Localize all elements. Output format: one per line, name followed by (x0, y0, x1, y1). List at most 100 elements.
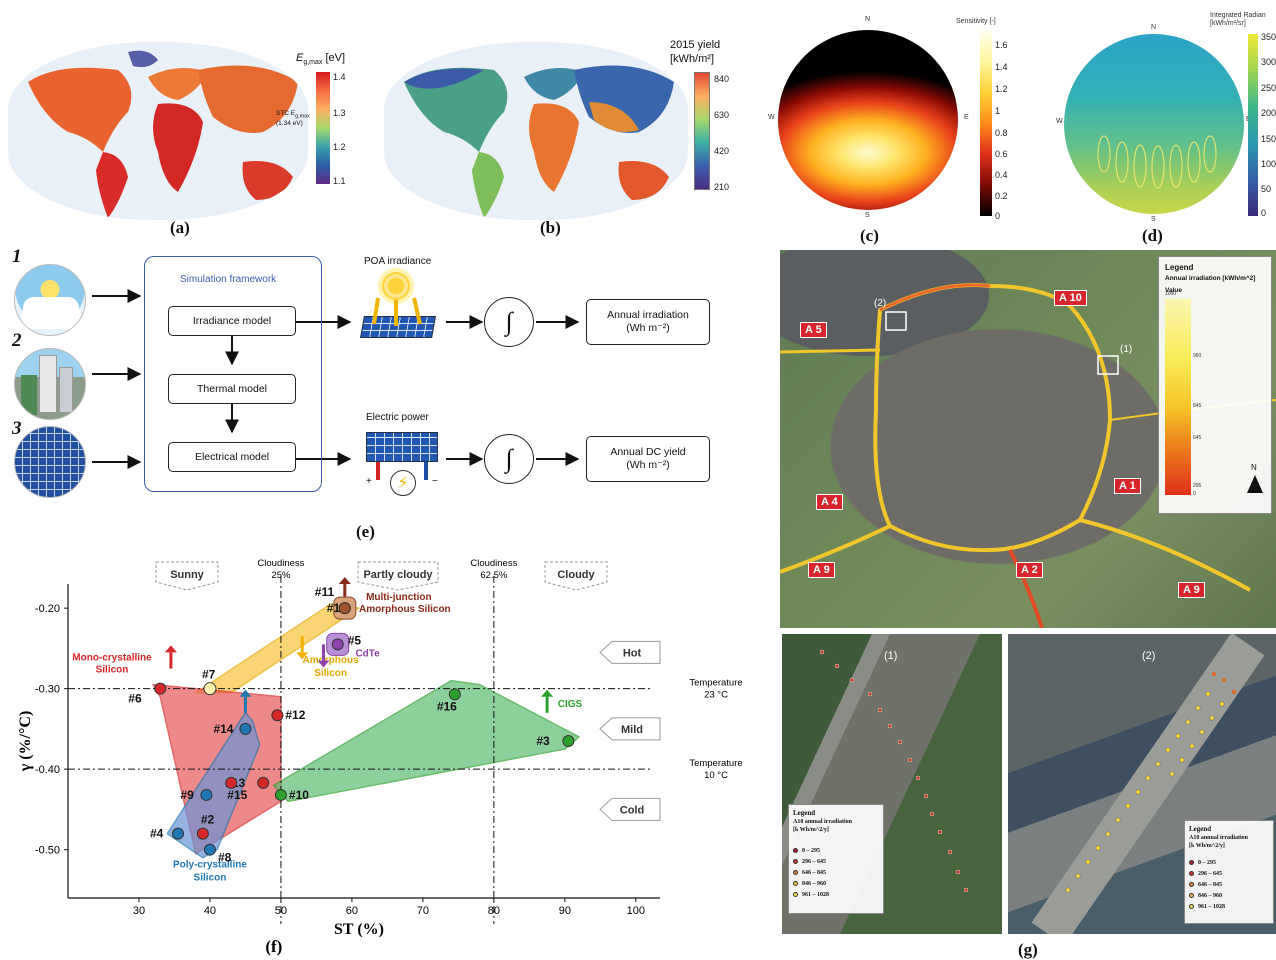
cbar-c-tick: 1.4 (995, 62, 1008, 72)
y-axis-label: γ (%/°C) (17, 711, 34, 773)
cbar-c-tick: 0 (995, 211, 1001, 221)
road-label-a5: A 5 (800, 322, 827, 338)
colorbar-c (980, 30, 992, 216)
legend-dot-icon (1189, 882, 1194, 887)
minus-terminal: − (432, 476, 438, 487)
panel-c: N S W E Sensitivity [-] 1.6 1.4 1.2 1 0.… (764, 0, 1020, 250)
colorbar-d (1248, 34, 1258, 216)
trend-arrow-head-icon (541, 689, 554, 697)
data-point-3 (562, 735, 575, 747)
legend-dot-icon (1189, 904, 1194, 909)
panel-a: Eg,max [eV] STC Eg,max (1.34 eV) 1.4 1.3 … (0, 0, 370, 240)
zone-partly-cloudy-label: Partly cloudy (363, 569, 433, 581)
integral-power: ∫ (484, 434, 534, 484)
simulation-framework-title: Simulation framework (180, 274, 277, 285)
compass-d-w: W (1056, 118, 1063, 125)
sun-panel-icon (356, 272, 438, 338)
x-tick-label: 40 (204, 905, 216, 917)
legend-dot-icon (793, 848, 798, 853)
zone-hot-label: Hot (623, 647, 642, 659)
cbar-a-tick-0: 1.4 (333, 72, 346, 82)
zone-mild-banner (599, 717, 661, 741)
panel-a-label: (a) (170, 218, 190, 237)
compass-d-s: S (1151, 216, 1156, 223)
legend-tick: 960 (1193, 353, 1202, 359)
trend-arrow-head-icon (239, 689, 252, 697)
data-point-label: #5 (348, 633, 362, 647)
x-tick-label: 100 (627, 905, 645, 917)
trend-arrow-head-icon (317, 660, 330, 668)
inset-marker-1: (1) (1120, 344, 1133, 355)
inset-2-label: (2) (1142, 650, 1156, 662)
input-number-2: 2 (12, 330, 22, 351)
inset-legend-title: Legend (1189, 825, 1212, 833)
sun-path-loops (1097, 135, 1217, 189)
panel-e-label: (e) (356, 522, 375, 541)
thermal-model-box: Thermal model (168, 374, 296, 404)
inset-legend-sub-unit: [k Wh/m^2/y] (793, 827, 829, 833)
cbar-c-tick: 0.6 (995, 149, 1008, 159)
inset-legend-item: 846 – 960 (1189, 890, 1225, 901)
panel-d-label: (d) (1142, 226, 1163, 245)
inset-legend-item: 961 – 1028 (1189, 901, 1225, 912)
data-point-2 (196, 827, 209, 840)
temperature-23-value: 23 °C (704, 690, 728, 701)
cbar-d-tick: 0 (1261, 208, 1267, 218)
legend-tick: 295 (1193, 483, 1202, 489)
inset-2-legend: Legend A10 annual irradiation [k Wh/m^2/… (1184, 820, 1274, 924)
legend-tick: 0 (1193, 491, 1196, 497)
group-label-amorphous: Amorphous (303, 655, 360, 666)
cbar-b-tick-3: 210 (714, 182, 730, 192)
north-label: N (1251, 463, 1257, 472)
legend-title: Legend (1165, 263, 1194, 272)
diagram-arrows (92, 289, 580, 469)
annual-irradiation-box: Annual irradiation (Wh m⁻²) (586, 299, 710, 345)
y-tick-label: -0.40 (35, 764, 60, 776)
zone-cold-label: Cold (620, 804, 644, 816)
legend-tick: 645 (1193, 435, 1202, 441)
cbar-c-tick: 0.8 (995, 128, 1008, 138)
legend-subtitle: Annual irradiation [kWh/m^2] (1165, 275, 1256, 282)
cbar-b-tick-1: 630 (714, 110, 730, 120)
data-point-11 (338, 602, 351, 615)
data-point-label: #1 (327, 601, 341, 615)
inset-legend-item: 846 – 960 (793, 878, 829, 889)
inset-2-points (1031, 634, 1265, 934)
x-tick-label: 30 (133, 905, 145, 917)
zone-cloudy-banner (544, 561, 608, 591)
cbar-d-tick: 150 (1261, 134, 1276, 144)
road-label-a9-west: A 9 (808, 562, 835, 578)
cbar-d-tick: 300 (1261, 57, 1276, 67)
data-point-label: #8 (218, 851, 232, 865)
trend-arrow-head-icon (338, 577, 351, 584)
road-label-a10: A 10 (1054, 290, 1087, 306)
colorbar-a (316, 72, 330, 184)
zone-sunny-banner (155, 561, 219, 591)
panel-g-label: (g) (1018, 940, 1038, 959)
cloudiness-625-value: 62.5% (480, 570, 507, 581)
colorbar-b-title: 2015 yield [kWh/m²] (670, 39, 721, 66)
stc-annotation: STC Eg,max (1.34 eV) (276, 110, 310, 128)
road-label-a2: A 2 (1016, 562, 1043, 578)
x-tick-label: 90 (559, 905, 571, 917)
group-label-cigs: CIGS (558, 699, 583, 710)
panel-c-label: (c) (860, 226, 879, 245)
group-shape-poly (166, 712, 261, 859)
data-point-label: #16 (437, 699, 457, 713)
legend-dot-icon (793, 881, 798, 886)
compass-c-e: E (964, 114, 969, 121)
aerial-map-amsterdam: A 5 A 10 A 1 A 4 A 9 A 2 A 9 (1) (2) Leg… (780, 250, 1276, 628)
inset-2-legend-items: 0 – 295 296 – 645 646 – 845 846 – 960 961 – … (1189, 857, 1225, 912)
cbar-c-tick: 1.6 (995, 40, 1008, 50)
sun-icon (382, 272, 410, 300)
group-label-mono-2: Silicon (96, 665, 129, 676)
input-number-1: 1 (12, 246, 22, 267)
compass-c-n: N (865, 16, 871, 23)
road-label-a9-east: A 9 (1178, 582, 1205, 598)
cbar-d-tick: 200 (1261, 108, 1276, 118)
zone-cold-banner (599, 797, 661, 821)
integral-irradiance: ∫ (484, 297, 534, 347)
world-map-bandgap (8, 42, 308, 220)
cbar-a-tick-1: 1.3 (333, 108, 346, 118)
trend-arrow-head-icon (164, 645, 177, 653)
